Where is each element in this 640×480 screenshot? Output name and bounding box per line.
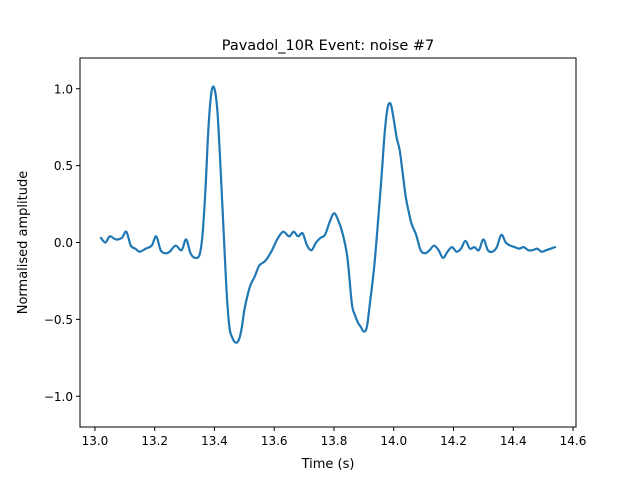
- x-tick-label: 13.0: [82, 434, 109, 448]
- y-tick-label: 0.5: [54, 159, 73, 173]
- x-tick-label: 14.6: [560, 434, 587, 448]
- x-tick-label: 13.2: [141, 434, 168, 448]
- x-tick-label: 14.0: [380, 434, 407, 448]
- y-tick-label: −1.0: [44, 390, 73, 404]
- x-tick-label: 13.6: [261, 434, 288, 448]
- x-tick-label: 14.4: [500, 434, 527, 448]
- x-tick-label: 13.8: [321, 434, 348, 448]
- series-layer: [99, 85, 557, 344]
- chart-title: Pavadol_10R Event: noise #7: [222, 38, 435, 54]
- series-line-0: [99, 85, 557, 344]
- y-axis: −1.0 −0.5 0.0 0.5 1.0: [44, 82, 80, 404]
- x-tick-label: 13.4: [201, 434, 228, 448]
- y-tick-label: 1.0: [54, 82, 73, 96]
- x-tick-label: 14.2: [440, 434, 467, 448]
- y-tick-label: −0.5: [44, 313, 73, 327]
- x-axis-label: Time (s): [301, 457, 355, 472]
- x-axis: 13.0 13.2 13.4 13.6 13.8 14.0 14.2 14.4 14.6: [82, 427, 587, 448]
- y-tick-label: 0.0: [54, 236, 73, 250]
- y-axis-label: Normalised amplitude: [16, 171, 31, 315]
- plot-area: [80, 58, 576, 427]
